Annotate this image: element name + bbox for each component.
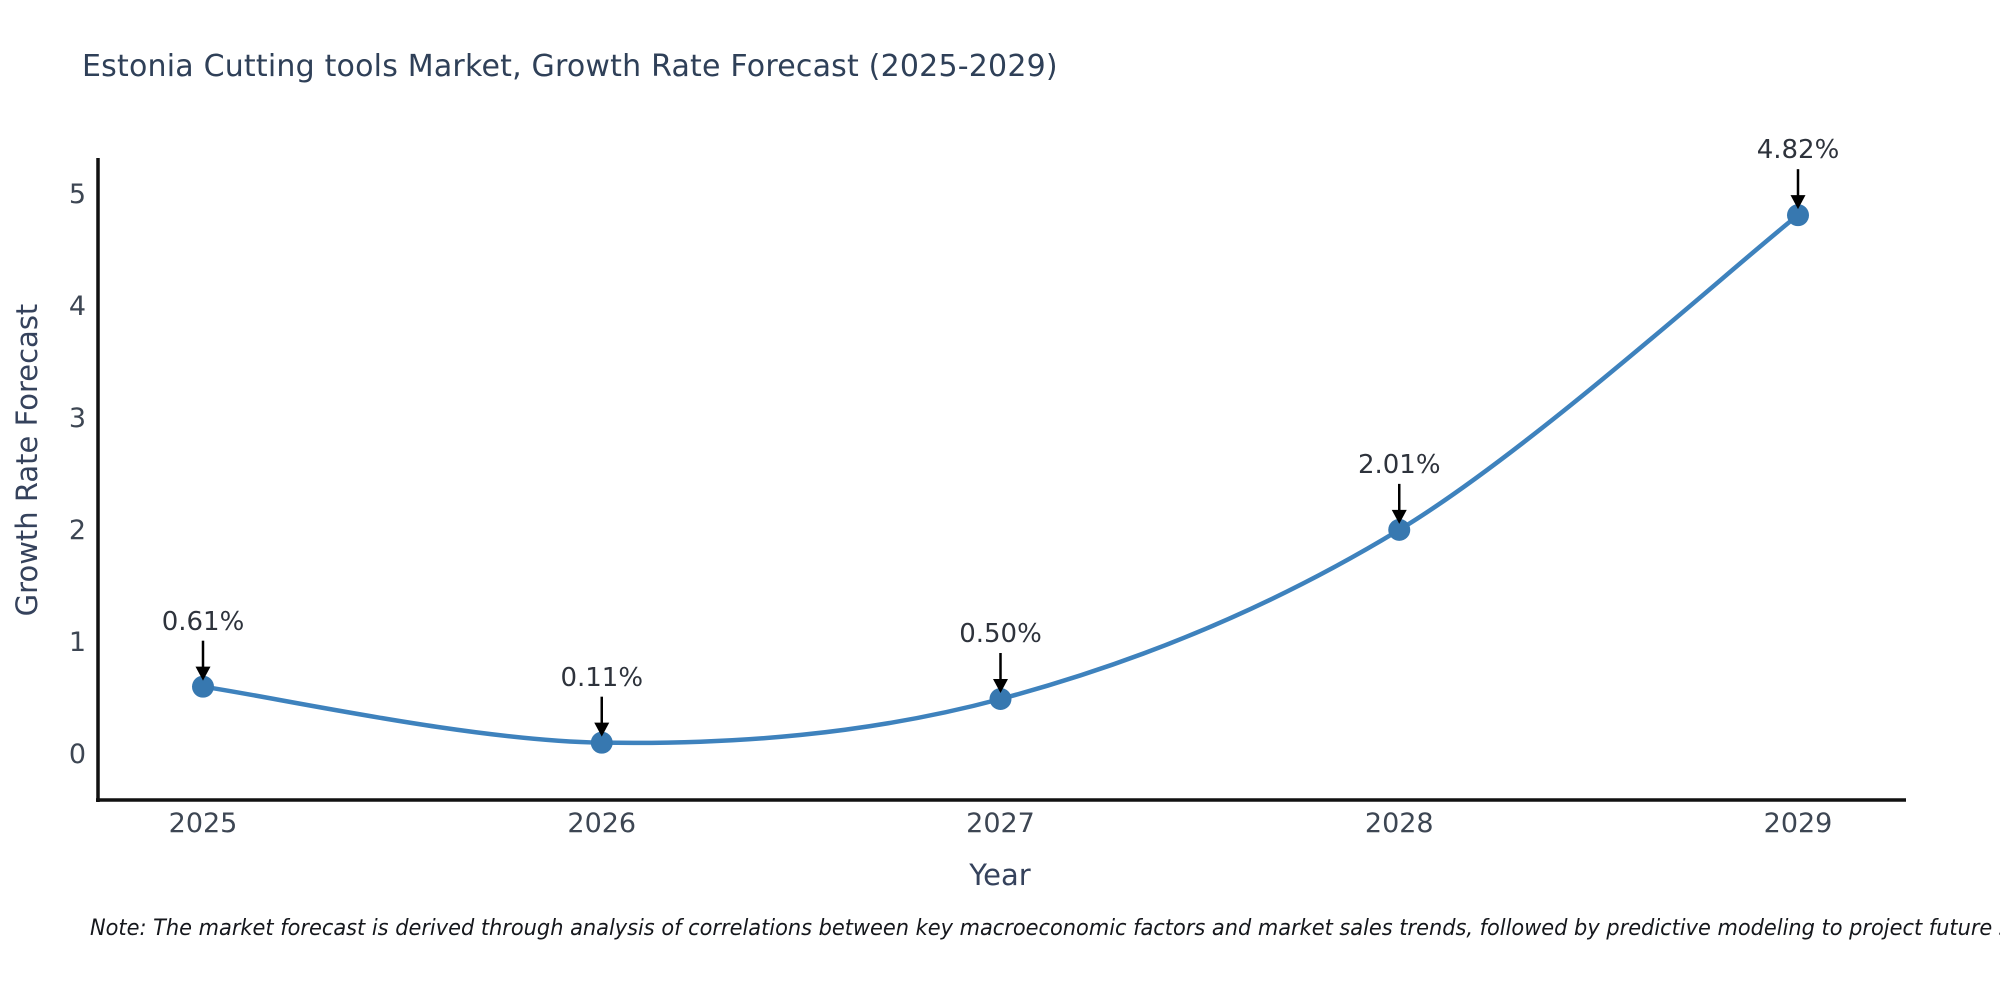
y-tick-label: 1 <box>68 627 86 658</box>
footnote: Note: The market forecast is derived thr… <box>90 916 2000 941</box>
forecast-line-series <box>192 204 1809 754</box>
data-point-marker <box>1787 204 1809 227</box>
x-tick-label: 2027 <box>966 808 1035 839</box>
data-point-label: 0.61% <box>161 606 245 637</box>
annotation-arrowhead-icon <box>1790 195 1806 210</box>
data-point-label: 0.50% <box>959 619 1042 649</box>
axes-spines <box>96 158 1906 802</box>
data-point-label: 2.01% <box>1357 449 1441 480</box>
data-point-marker <box>590 731 613 754</box>
chart-title: Estonia Cutting tools Market, Growth Rat… <box>82 49 1058 84</box>
annotation-arrows <box>195 169 1806 737</box>
y-tick-label: 3 <box>68 403 86 434</box>
x-tick-label: 2025 <box>168 808 238 839</box>
annotation-arrowhead-icon <box>1391 509 1407 524</box>
data-point-label: 4.82% <box>1756 135 1840 166</box>
x-tick-label: 2026 <box>567 808 637 839</box>
y-tick-label: 4 <box>68 291 86 322</box>
data-point-marker <box>192 675 214 698</box>
y-tick-label: 5 <box>68 179 86 210</box>
y-tick-label: 2 <box>68 515 86 546</box>
annotation-arrowhead-icon <box>594 722 610 737</box>
annotation-arrowhead-icon <box>195 666 211 681</box>
x-axis-title: Year <box>969 858 1031 892</box>
x-tick-label: 2028 <box>1364 808 1434 839</box>
x-tick-label: 2029 <box>1763 808 1833 839</box>
annotation-arrowhead-icon <box>993 679 1008 693</box>
data-point-label: 0.11% <box>560 662 644 693</box>
data-point-marker <box>1388 518 1411 541</box>
y-tick-label: 0 <box>68 739 86 770</box>
data-point-marker <box>989 688 1012 710</box>
